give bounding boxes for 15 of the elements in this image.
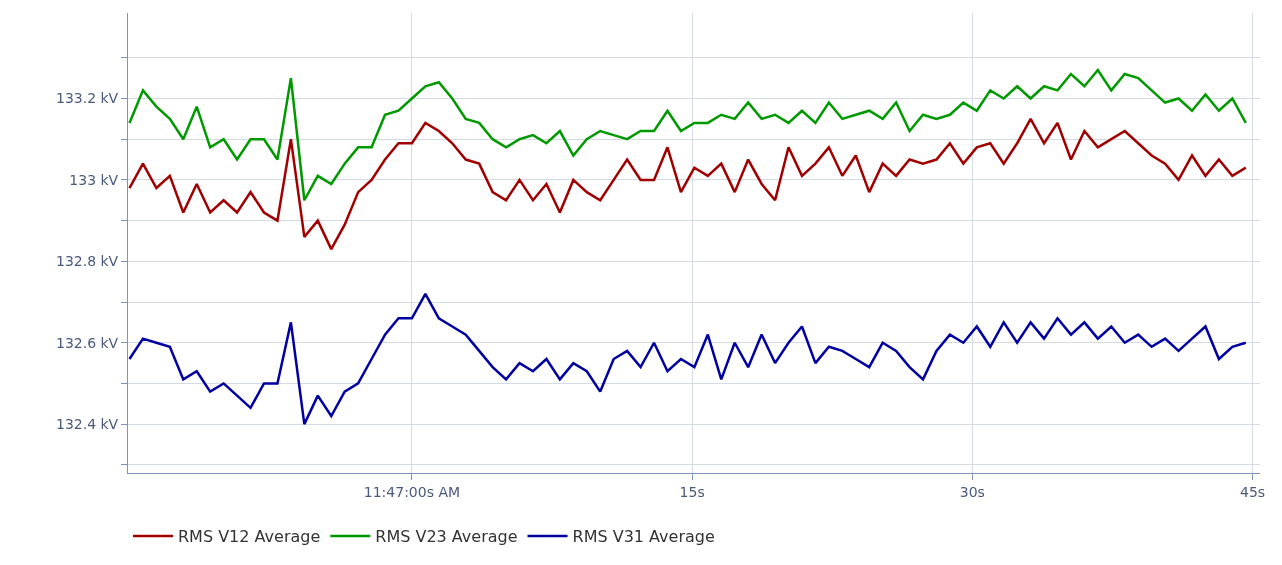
x-tick-label: 45s — [1239, 483, 1266, 500]
y-tick-label: 132.6 kV — [55, 334, 119, 351]
line-series — [128, 292, 1248, 426]
legend-label: RMS V12 Average — [178, 527, 321, 547]
y-tick-label: 132.8 kV — [55, 253, 119, 270]
legend-label: RMS V31 Average — [572, 527, 715, 547]
legend-label: RMS V23 Average — [375, 527, 518, 547]
y-tick-label: 133 kV — [69, 171, 119, 188]
line-series — [128, 117, 1248, 251]
x-tick-label: 15s — [679, 483, 705, 500]
line-series — [128, 68, 1248, 202]
y-tick-label: 133.2 kV — [55, 90, 119, 107]
x-tick-label: 30s — [959, 483, 985, 500]
y-tick-label: 132.4 kV — [55, 416, 119, 433]
x-tick-label: 11:47:00s AM — [363, 483, 461, 500]
